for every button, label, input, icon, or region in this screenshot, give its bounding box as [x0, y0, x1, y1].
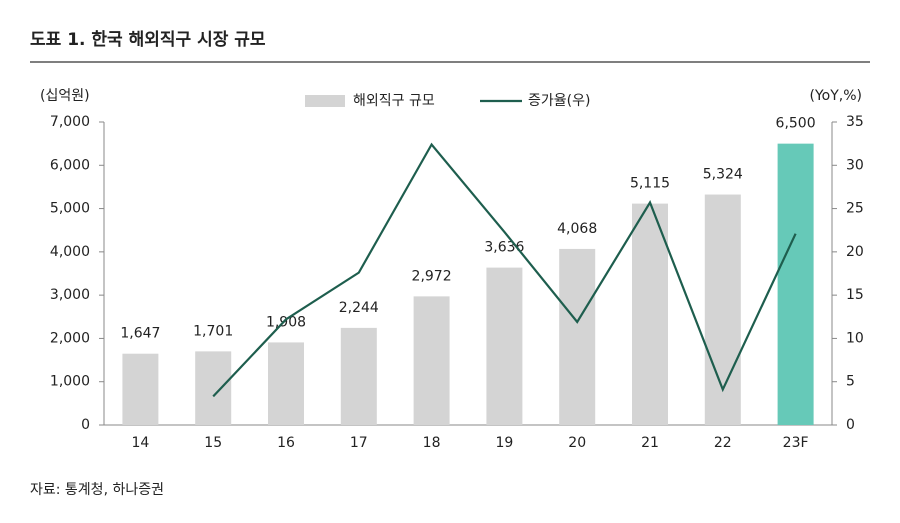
bar — [340, 327, 377, 425]
data-label: 2,972 — [412, 268, 452, 284]
data-label: 1,908 — [266, 314, 306, 330]
y2-tick-label: 10 — [846, 330, 864, 346]
y-tick-label: 5,000 — [50, 201, 90, 217]
bar — [122, 353, 159, 425]
y2-tick-label: 25 — [846, 201, 864, 217]
y-tick-label: 7,000 — [50, 114, 90, 130]
data-label: 6,500 — [776, 116, 816, 132]
bar — [559, 248, 596, 425]
y-tick-label: 1,000 — [50, 374, 90, 390]
x-tick-label: 18 — [423, 435, 441, 451]
y-axis-label: (십억원) — [40, 88, 90, 104]
x-tick-label: 20 — [568, 435, 586, 451]
y2-axis-label: (YoY,%) — [810, 88, 863, 104]
bar — [777, 143, 814, 425]
y2-tick-label: 5 — [846, 374, 855, 390]
bar — [195, 351, 232, 425]
y2-tick-label: 20 — [846, 244, 864, 260]
source-note: 자료: 통계청, 하나증권 — [30, 482, 164, 498]
y2-tick-label: 15 — [846, 287, 864, 303]
legend-label: 해외직구 규모 — [353, 93, 435, 109]
legend-swatch — [305, 95, 345, 107]
y2-tick-label: 35 — [846, 114, 864, 130]
x-tick-label: 22 — [714, 435, 732, 451]
data-label: 5,115 — [630, 176, 670, 192]
data-label: 1,647 — [120, 326, 160, 342]
bar — [632, 203, 668, 425]
x-tick-label: 14 — [131, 435, 149, 451]
x-tick-label: 17 — [350, 435, 368, 451]
data-label: 5,324 — [703, 167, 743, 183]
x-tick-label: 23F — [783, 435, 809, 451]
x-tick-label: 21 — [641, 435, 659, 451]
chart-title: 도표 1. 한국 해외직구 시장 규모 — [30, 30, 266, 50]
x-tick-label: 16 — [277, 435, 295, 451]
y-tick-label: 2,000 — [50, 330, 90, 346]
x-tick-label: 19 — [495, 435, 513, 451]
bar — [413, 296, 450, 425]
y2-tick-label: 0 — [846, 417, 855, 433]
bar — [486, 267, 523, 425]
data-label: 4,068 — [557, 221, 597, 237]
y2-tick-label: 30 — [846, 157, 864, 173]
data-label: 1,701 — [193, 323, 233, 339]
x-tick-label: 15 — [204, 435, 222, 451]
growth-line — [212, 142, 797, 398]
data-label: 2,244 — [339, 300, 379, 316]
y-tick-label: 3,000 — [50, 287, 90, 303]
legend-label: 증가율(우) — [528, 93, 590, 109]
data-label: 3,636 — [484, 240, 524, 256]
y-tick-label: 6,000 — [50, 157, 90, 173]
bar — [268, 342, 304, 425]
y-tick-label: 4,000 — [50, 244, 90, 260]
y-tick-label: 0 — [81, 417, 90, 433]
